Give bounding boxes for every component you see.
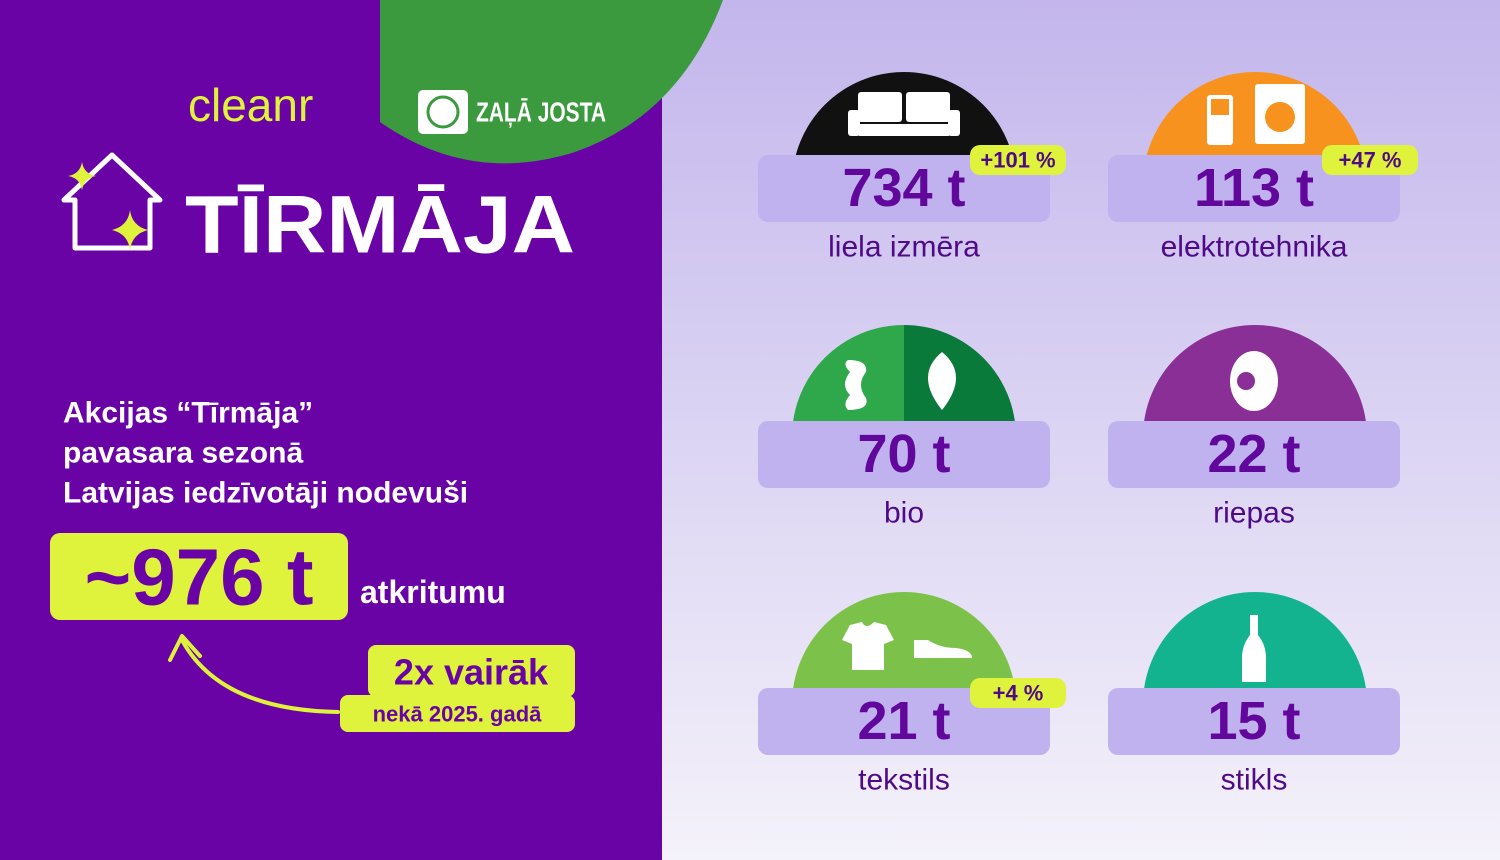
amount-box [1108,688,1400,755]
category-label: stikls [1221,764,1288,797]
amount-box [758,421,1050,488]
sparkle [112,210,148,250]
amount: 22 t [1207,424,1300,484]
comparison-box [368,645,575,697]
total: ~976 t [84,533,313,622]
category-label: elektrotehnika [1161,231,1348,264]
change-badge [970,145,1066,175]
category-label: bio [884,497,924,530]
intro-line: pavasara sezonā [63,437,303,470]
intro-line: Akcijas “Tīrmāja” [63,397,313,430]
zala-josta-icon-ring [426,95,460,129]
category-label: liela izmēra [828,231,980,264]
icon-dome [792,592,1016,704]
bottle-icon [1242,615,1266,682]
comparison-note: nekā 2025. gadā [373,702,543,727]
leaf-icon [928,352,956,410]
amount: 113 t [1194,158,1314,218]
change: +4 % [993,681,1044,706]
comparison: 2x vairāk [394,652,549,693]
tshirt-icon [842,622,894,670]
arrow-head [168,634,202,662]
cleanr-logo: cleanr [188,79,313,131]
amount: 15 t [1207,691,1300,751]
amount: 70 t [857,424,950,484]
intro-line: Latvijas iedzīvotāji nodevuši [63,477,468,510]
change: +101 % [980,148,1055,173]
amount: 21 t [857,691,950,751]
washer-door [1265,102,1295,132]
house-icon [61,152,163,251]
comparison-note-box [340,695,575,732]
phone-screen [1211,99,1229,115]
sofa-icon [848,92,960,136]
change-badge [1322,145,1418,175]
category-label: riepas [1213,497,1295,530]
total-box [50,533,348,620]
change: +47 % [1339,148,1402,173]
amount-box [1108,421,1400,488]
title: TĪRMĀJA [185,180,575,271]
zala-josta-icon [418,90,468,134]
apple-icon [845,360,867,410]
zala-josta-logo: ZAĻĀ JOSTA [476,97,606,128]
total-unit: atkritumu [360,574,506,610]
tire-hub [1237,372,1255,390]
amount: 734 t [842,158,965,218]
arrow [180,638,340,714]
category-label: tekstils [858,764,950,797]
change-badge [970,678,1066,708]
icon-dome [904,325,1016,437]
sparkle [68,162,96,190]
shoe-icon [914,640,972,658]
